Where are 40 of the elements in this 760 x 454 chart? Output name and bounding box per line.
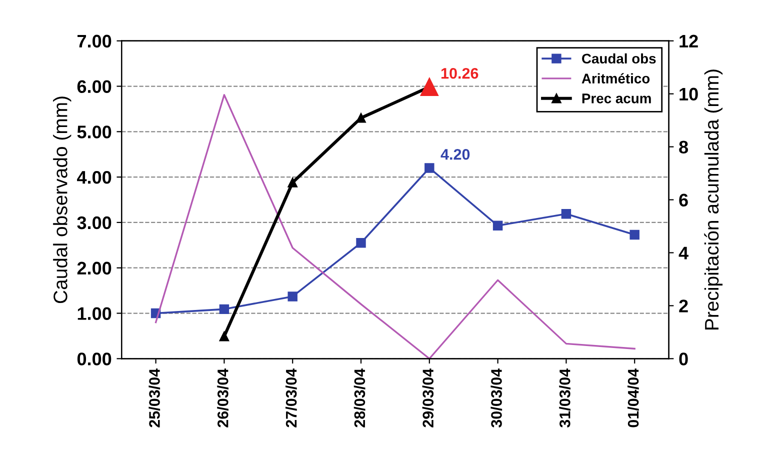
point [288,178,298,188]
y-axis-title: Caudal observado (mm) [53,96,72,304]
data-label: 10.26 [441,68,478,79]
y-tick-label: 7.00 [78,34,112,48]
y-tick-label: 0.00 [77,352,112,366]
x-tick-label: 27/03/04 [285,368,297,428]
point [288,292,298,302]
x-tick-label: 26/03/04 [217,368,228,428]
y2-tick-label: 2 [679,300,688,312]
x-tick-label: 25/03/04 [148,368,160,428]
x-tick-label: 28/03/04 [354,368,366,428]
y2-tick-label: 8 [679,140,688,154]
legend-label: Aritmético [582,73,650,84]
point [356,238,366,248]
y-tick-label: 3.00 [77,216,112,230]
y2-axis-title: Precipitación acumulada (mm) [704,70,723,330]
y-tick-label: 2.00 [77,262,112,275]
y-tick-label: 5.00 [77,126,112,138]
x-tick-label: 30/03/04 [490,368,502,428]
point [356,113,366,123]
y-tick-label: 6.00 [77,80,112,93]
y-tick-label: 4.00 [77,170,112,184]
point [630,230,640,240]
legend-label: Caudal obs [582,53,656,64]
legend-label: Prec acum [582,94,651,104]
x-tick-label: 01/04/04 [627,368,639,428]
y2-tick-label: 12 [680,34,698,48]
point [219,332,230,342]
point [219,304,230,314]
y2-tick-label: 0 [679,352,688,366]
x-tick-label: 31/03/04 [559,368,570,428]
x-tick-label: 29/03/04 [422,368,434,428]
y-tick-label: 1.00 [78,307,112,320]
point [492,220,503,230]
point [561,208,572,219]
y2-tick-label: 4 [678,246,688,260]
y2-tick-label: 10 [680,88,698,101]
point [424,163,434,173]
data-label: 4.20 [440,148,470,160]
y2-tick-label: 6 [679,194,688,206]
